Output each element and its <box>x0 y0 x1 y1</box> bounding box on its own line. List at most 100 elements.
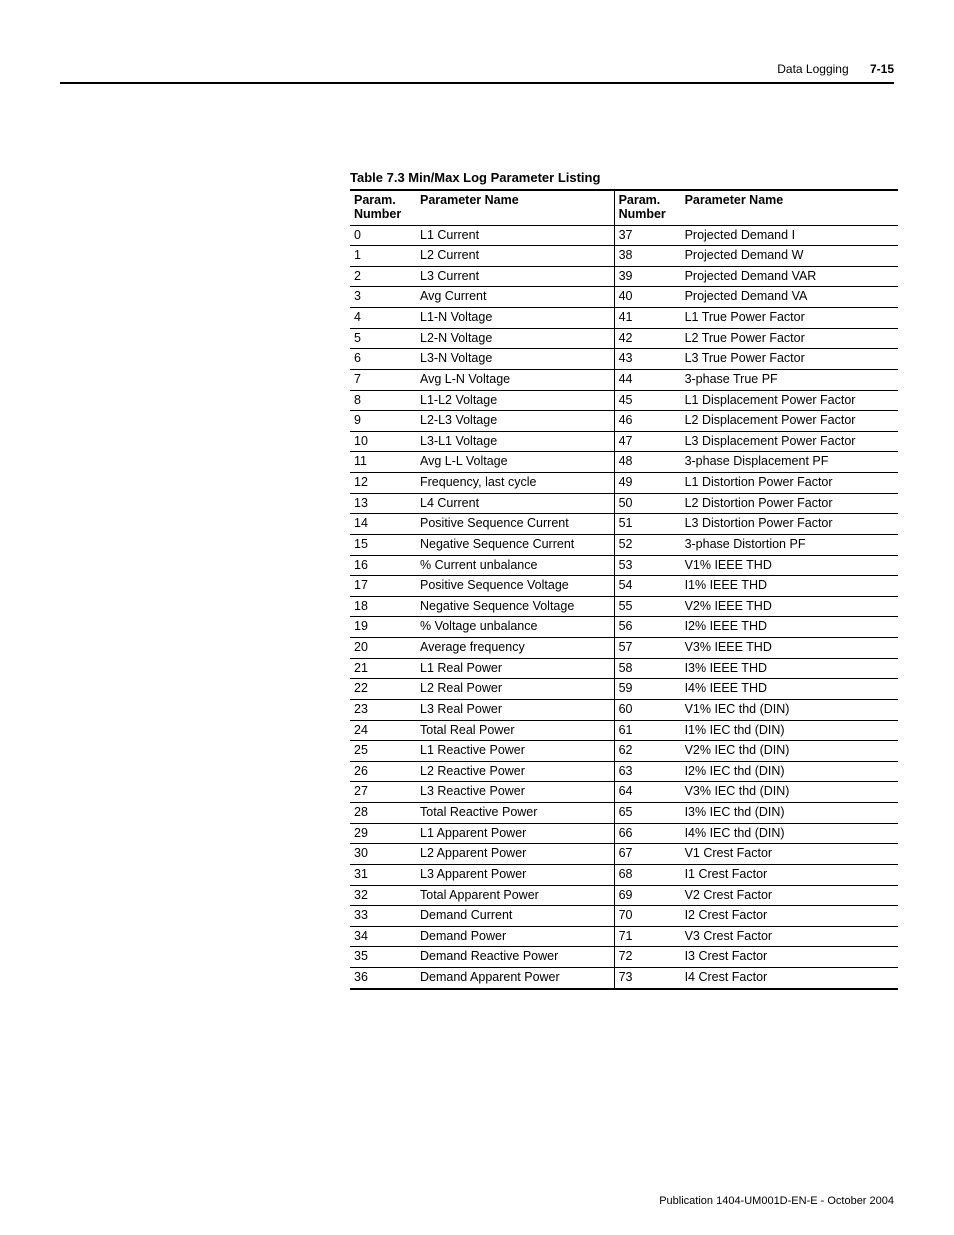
cell-param-name: % Current unbalance <box>416 555 614 576</box>
cell-param-number: 64 <box>614 782 681 803</box>
cell-param-name: L1 Displacement Power Factor <box>681 390 898 411</box>
cell-param-name: V2% IEC thd (DIN) <box>681 741 898 762</box>
cell-param-name: 3-phase Distortion PF <box>681 534 898 555</box>
cell-param-number: 35 <box>350 947 416 968</box>
table-row: 0L1 Current37Projected Demand I <box>350 225 898 246</box>
cell-param-number: 55 <box>614 596 681 617</box>
cell-param-number: 71 <box>614 926 681 947</box>
table-row: 7Avg L-N Voltage443-phase True PF <box>350 369 898 390</box>
cell-param-name: V3% IEC thd (DIN) <box>681 782 898 803</box>
table-row: 33Demand Current70I2 Crest Factor <box>350 906 898 927</box>
cell-param-name: L1-L2 Voltage <box>416 390 614 411</box>
cell-param-number: 46 <box>614 411 681 432</box>
table-row: 10L3-L1 Voltage47L3 Displacement Power F… <box>350 431 898 452</box>
table-row: 26L2 Reactive Power63I2% IEC thd (DIN) <box>350 761 898 782</box>
cell-param-name: L1-N Voltage <box>416 308 614 329</box>
cell-param-name: Projected Demand I <box>681 225 898 246</box>
cell-param-number: 12 <box>350 473 416 494</box>
table-row: 13L4 Current50L2 Distortion Power Factor <box>350 493 898 514</box>
cell-param-number: 50 <box>614 493 681 514</box>
table-caption: Table 7.3 Min/Max Log Parameter Listing <box>350 170 898 185</box>
cell-param-number: 62 <box>614 741 681 762</box>
table-row: 16% Current unbalance53V1% IEEE THD <box>350 555 898 576</box>
cell-param-number: 70 <box>614 906 681 927</box>
cell-param-name: I4% IEEE THD <box>681 679 898 700</box>
cell-param-name: L2 Real Power <box>416 679 614 700</box>
cell-param-name: V1% IEC thd (DIN) <box>681 699 898 720</box>
cell-param-name: % Voltage unbalance <box>416 617 614 638</box>
cell-param-number: 20 <box>350 638 416 659</box>
table-row: 19% Voltage unbalance56I2% IEEE THD <box>350 617 898 638</box>
cell-param-number: 13 <box>350 493 416 514</box>
cell-param-number: 51 <box>614 514 681 535</box>
table-row: 30L2 Apparent Power67V1 Crest Factor <box>350 844 898 865</box>
table-row: 11Avg L-L Voltage483-phase Displacement … <box>350 452 898 473</box>
cell-param-name: V3% IEEE THD <box>681 638 898 659</box>
cell-param-name: L1 True Power Factor <box>681 308 898 329</box>
cell-param-number: 17 <box>350 576 416 597</box>
table-body: 0L1 Current37Projected Demand I1L2 Curre… <box>350 225 898 989</box>
cell-param-name: L3 True Power Factor <box>681 349 898 370</box>
cell-param-number: 8 <box>350 390 416 411</box>
cell-param-number: 42 <box>614 328 681 349</box>
cell-param-number: 30 <box>350 844 416 865</box>
page-footer: Publication 1404-UM001D-EN-E - October 2… <box>659 1195 894 1207</box>
cell-param-name: Average frequency <box>416 638 614 659</box>
cell-param-name: L2 Displacement Power Factor <box>681 411 898 432</box>
cell-param-number: 61 <box>614 720 681 741</box>
cell-param-number: 68 <box>614 864 681 885</box>
cell-param-number: 15 <box>350 534 416 555</box>
cell-param-number: 45 <box>614 390 681 411</box>
table-row: 3Avg Current40Projected Demand VA <box>350 287 898 308</box>
cell-param-name: Avg L-L Voltage <box>416 452 614 473</box>
cell-param-name: Total Real Power <box>416 720 614 741</box>
parameter-table: Param.Number Parameter Name Param.Number… <box>350 189 898 990</box>
cell-param-number: 14 <box>350 514 416 535</box>
cell-param-name: Total Reactive Power <box>416 803 614 824</box>
cell-param-name: L1 Real Power <box>416 658 614 679</box>
cell-param-number: 25 <box>350 741 416 762</box>
cell-param-number: 44 <box>614 369 681 390</box>
cell-param-number: 16 <box>350 555 416 576</box>
cell-param-number: 49 <box>614 473 681 494</box>
page: Data Logging 7-15 Table 7.3 Min/Max Log … <box>0 0 954 1235</box>
cell-param-name: Projected Demand VAR <box>681 266 898 287</box>
table-row: 8L1-L2 Voltage45L1 Displacement Power Fa… <box>350 390 898 411</box>
cell-param-name: V3 Crest Factor <box>681 926 898 947</box>
cell-param-name: L2 Distortion Power Factor <box>681 493 898 514</box>
cell-param-name: I2% IEEE THD <box>681 617 898 638</box>
cell-param-number: 59 <box>614 679 681 700</box>
cell-param-number: 26 <box>350 761 416 782</box>
cell-param-name: Frequency, last cycle <box>416 473 614 494</box>
cell-param-name: 3-phase Displacement PF <box>681 452 898 473</box>
cell-param-name: V2% IEEE THD <box>681 596 898 617</box>
header-page-number: 7-15 <box>870 62 894 76</box>
table-row: 23L3 Real Power60V1% IEC thd (DIN) <box>350 699 898 720</box>
cell-param-name: Projected Demand W <box>681 246 898 267</box>
table-row: 25L1 Reactive Power62V2% IEC thd (DIN) <box>350 741 898 762</box>
cell-param-name: Positive Sequence Current <box>416 514 614 535</box>
table-row: 1L2 Current38Projected Demand W <box>350 246 898 267</box>
table-row: 4L1-N Voltage41L1 True Power Factor <box>350 308 898 329</box>
cell-param-name: Total Apparent Power <box>416 885 614 906</box>
cell-param-name: L2 Apparent Power <box>416 844 614 865</box>
cell-param-name: L3 Distortion Power Factor <box>681 514 898 535</box>
cell-param-name: L3 Current <box>416 266 614 287</box>
cell-param-number: 33 <box>350 906 416 927</box>
table-row: 22L2 Real Power59I4% IEEE THD <box>350 679 898 700</box>
cell-param-number: 39 <box>614 266 681 287</box>
cell-param-number: 67 <box>614 844 681 865</box>
cell-param-number: 7 <box>350 369 416 390</box>
cell-param-name: L1 Current <box>416 225 614 246</box>
col-header-param-name-2: Parameter Name <box>681 190 898 225</box>
cell-param-name: L1 Reactive Power <box>416 741 614 762</box>
page-header: Data Logging 7-15 <box>60 62 894 84</box>
col-header-param-number-2: Param.Number <box>614 190 681 225</box>
cell-param-name: Negative Sequence Voltage <box>416 596 614 617</box>
cell-param-name: Demand Power <box>416 926 614 947</box>
cell-param-number: 47 <box>614 431 681 452</box>
cell-param-number: 0 <box>350 225 416 246</box>
cell-param-name: Demand Current <box>416 906 614 927</box>
table-row: 32Total Apparent Power69V2 Crest Factor <box>350 885 898 906</box>
cell-param-number: 18 <box>350 596 416 617</box>
